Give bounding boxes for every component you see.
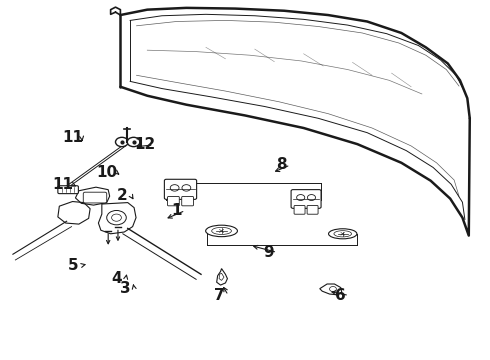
Circle shape [330, 287, 336, 292]
Circle shape [107, 211, 126, 225]
Text: 4: 4 [112, 271, 122, 286]
FancyBboxPatch shape [164, 179, 196, 199]
Text: 2: 2 [117, 188, 127, 203]
FancyBboxPatch shape [294, 206, 305, 214]
Text: 3: 3 [120, 281, 131, 296]
Circle shape [127, 137, 140, 147]
Circle shape [296, 194, 305, 201]
Ellipse shape [212, 228, 231, 234]
Text: 12: 12 [134, 138, 155, 152]
Circle shape [112, 214, 122, 221]
Text: 10: 10 [97, 165, 118, 180]
Circle shape [307, 194, 316, 201]
FancyBboxPatch shape [307, 206, 318, 214]
Circle shape [170, 185, 179, 191]
Ellipse shape [329, 229, 357, 239]
Text: 1: 1 [172, 203, 182, 218]
FancyBboxPatch shape [291, 190, 321, 208]
Text: 7: 7 [214, 288, 225, 303]
Text: 9: 9 [263, 245, 274, 260]
Ellipse shape [334, 231, 351, 237]
FancyBboxPatch shape [58, 186, 78, 194]
Ellipse shape [206, 225, 238, 237]
FancyBboxPatch shape [168, 197, 179, 206]
Circle shape [182, 185, 191, 191]
Text: 11: 11 [63, 130, 83, 145]
Circle shape [116, 137, 128, 147]
Text: 8: 8 [276, 157, 287, 172]
Text: 6: 6 [335, 288, 345, 303]
FancyBboxPatch shape [83, 192, 107, 203]
FancyBboxPatch shape [182, 197, 194, 206]
Text: 11: 11 [53, 177, 74, 192]
Text: 5: 5 [68, 258, 78, 273]
